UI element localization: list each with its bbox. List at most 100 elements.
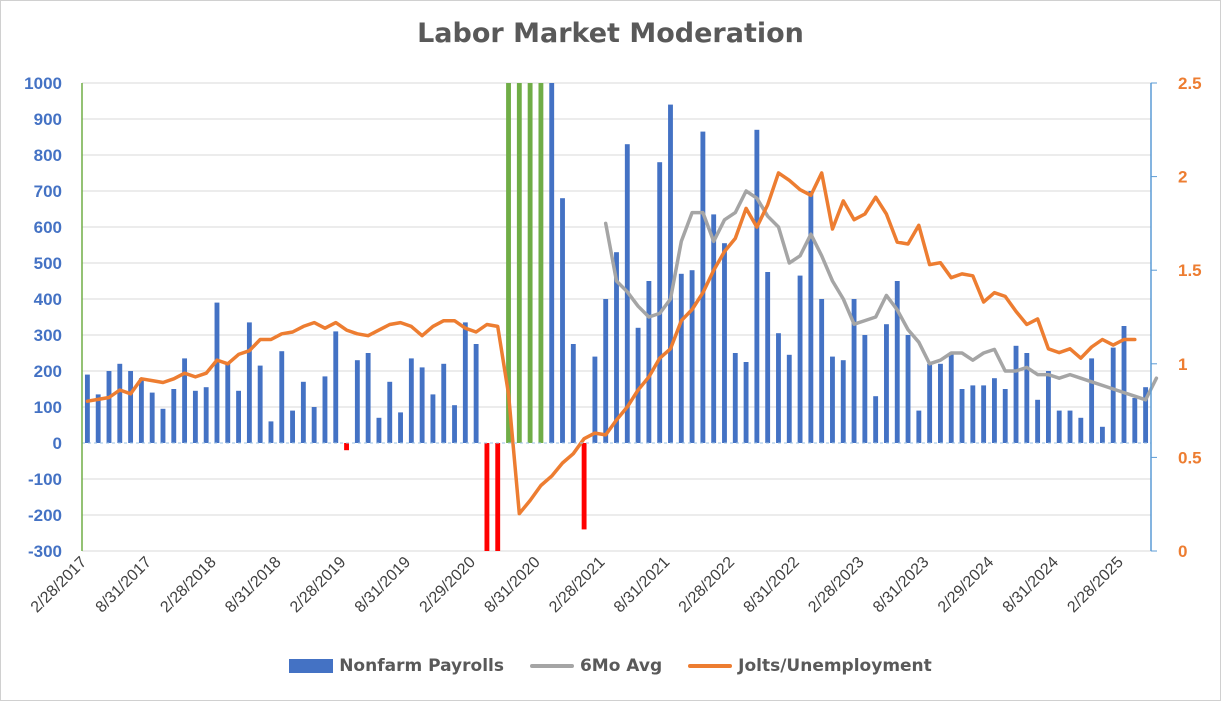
y-tick-label: -100: [28, 470, 62, 489]
payroll-bar: [257, 365, 263, 443]
payroll-bar: [1099, 426, 1105, 443]
y2-tick-label: 0.5: [1178, 448, 1202, 467]
payroll-bar: [462, 322, 468, 443]
payroll-bar: [851, 299, 857, 443]
payroll-bar: [84, 374, 90, 443]
payroll-bar: [473, 344, 479, 443]
payroll-bar: [765, 272, 771, 443]
payroll-bar: [182, 358, 188, 443]
y-tick-label: 700: [34, 182, 62, 201]
payroll-bar: [354, 360, 360, 443]
payroll-bar: [452, 405, 457, 443]
x-tick-label: 2/28/2022: [676, 554, 738, 616]
y-tick-label: 900: [34, 110, 62, 129]
x-tick-label: 8/31/2017: [93, 554, 155, 616]
payroll-bar: [225, 362, 231, 443]
payroll-bar: [808, 191, 814, 443]
payroll-bar: [862, 335, 868, 443]
y-tick-label: 500: [34, 254, 62, 273]
payroll-bar: [592, 356, 598, 443]
payroll-bar: [495, 443, 501, 551]
payroll-bar: [732, 353, 738, 443]
legend-swatch-payrolls: [289, 659, 334, 673]
y-tick-label: 1000: [24, 74, 62, 93]
payroll-bar: [819, 299, 825, 443]
payroll-bar: [570, 344, 576, 443]
legend-swatch-6mo-avg: [529, 664, 574, 668]
x-tick-label: 2/28/2018: [157, 554, 219, 616]
payroll-bar: [689, 270, 695, 443]
x-tick-label: 8/31/2020: [481, 554, 543, 616]
payroll-bar: [376, 417, 382, 443]
x-tick-label: 8/31/2024: [1000, 554, 1062, 616]
payroll-bar: [884, 324, 889, 443]
payroll-bar: [840, 360, 846, 443]
legend-swatch-jolts: [688, 664, 733, 668]
payroll-bar: [1067, 410, 1073, 443]
payroll-bar: [797, 275, 803, 443]
legend-label-jolts: Jolts/Unemployment: [738, 656, 932, 676]
legend-item-jolts: Jolts/Unemployment: [688, 656, 932, 676]
payroll-bar: [214, 302, 220, 443]
payroll-bar: [149, 392, 155, 443]
payroll-bar: [1121, 326, 1127, 443]
payroll-bar: [722, 243, 727, 443]
payroll-bar: [268, 421, 274, 443]
payroll-bar: [279, 351, 285, 443]
y-tick-label: 0: [53, 434, 62, 453]
y2-tick-label: 1: [1178, 355, 1187, 374]
y2-tick-label: 1.5: [1178, 261, 1202, 280]
y2-tick-label: 0: [1178, 542, 1187, 561]
payroll-bar: [938, 363, 943, 443]
y-tick-label: 300: [34, 326, 62, 345]
series-line-jolts-unemployment: [85, 171, 1137, 516]
y2-tick-label: 2.5: [1178, 74, 1202, 93]
payroll-bar: [948, 353, 954, 443]
payroll-bar: [991, 378, 997, 443]
y-tick-label: -300: [28, 542, 62, 561]
x-tick-label: 8/31/2022: [741, 554, 803, 616]
payroll-bar: [419, 367, 425, 443]
payroll-bar: [1143, 387, 1149, 443]
payroll-bar: [959, 389, 965, 443]
x-tick-label: 8/31/2018: [222, 554, 284, 616]
legend: Nonfarm Payrolls 6Mo Avg Jolts/Unemploym…: [0, 656, 1221, 676]
series-lines: [85, 171, 1159, 516]
y-tick-label: 100: [34, 398, 62, 417]
payroll-bar: [290, 410, 295, 443]
payroll-bar: [970, 385, 976, 443]
y2-tick-label: 2: [1178, 168, 1187, 187]
series-line-6mo-avg: [603, 189, 1159, 402]
payroll-bar: [657, 162, 663, 443]
x-tick-label: 2/28/2017: [28, 554, 90, 616]
payroll-bar: [311, 407, 317, 443]
payroll-bar: [192, 390, 198, 443]
x-axis-ticks: 2/28/2017 8/31/2017 2/28/2018 8/31/2018 2/28…: [28, 554, 1127, 616]
payroll-bar: [581, 443, 587, 530]
payroll-bar: [873, 396, 879, 443]
payroll-bar: [646, 281, 652, 443]
y-axis-ticks: 10009008007006005004003002001000-100-200…: [24, 74, 62, 561]
payroll-bar: [754, 129, 760, 444]
payroll-bar: [635, 327, 641, 443]
payroll-bar: [830, 356, 835, 443]
legend-item-nonfarm-payrolls: Nonfarm Payrolls: [289, 656, 504, 676]
payroll-bar: [236, 390, 242, 443]
payroll-bar: [246, 322, 252, 443]
payroll-bar: [776, 333, 781, 443]
payroll-bar: [549, 83, 555, 443]
payroll-bar: [365, 353, 371, 443]
payroll-bar: [916, 410, 922, 443]
payroll-bar: [398, 412, 403, 443]
payroll-bar: [1035, 399, 1041, 443]
payroll-bar: [527, 83, 533, 443]
payroll-bar: [441, 363, 447, 443]
payroll-bar: [1089, 358, 1095, 443]
payroll-bar: [506, 83, 511, 443]
payroll-bar: [344, 443, 349, 451]
legend-item-6mo-avg: 6Mo Avg: [529, 656, 662, 676]
payroll-bar: [927, 363, 933, 443]
payroll-bar: [981, 385, 987, 443]
payroll-bar: [1002, 389, 1008, 443]
payroll-bar: [171, 389, 177, 443]
